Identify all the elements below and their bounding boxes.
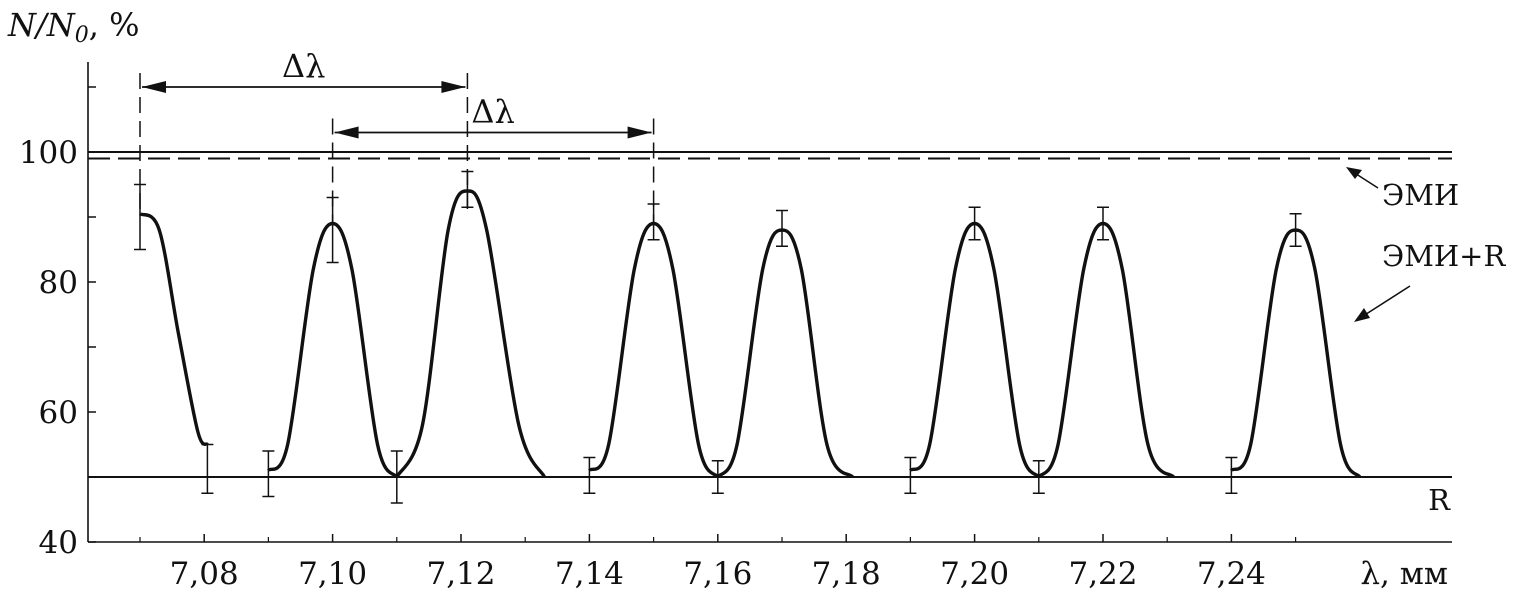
error-bar-5 [390,450,403,504]
y-tick-label: 80 [39,265,78,301]
error-bar-16 [1289,213,1302,247]
error-bars [134,170,1302,504]
curve-peak-7 [1037,221,1175,479]
reference-label-r: R [1428,483,1451,517]
y-tick-label: 100 [19,135,78,171]
annotations: Δλ Δλ [139,47,655,224]
error-bar-9 [711,460,724,494]
error-bar-13 [1032,460,1045,494]
x-tick-label: 7,14 [555,556,624,592]
arrowhead-right [627,126,652,139]
delta-lambda-annotation-1: Δλ [139,47,469,211]
error-bar-3 [262,450,275,498]
y-tick-label: 60 [39,395,78,431]
error-bar-4 [326,196,339,264]
reference-lines [88,151,1452,478]
arrowhead-left [142,81,166,93]
x-tick-label: 7,18 [812,556,881,592]
y-tick-label: 40 [39,525,78,561]
curve-pointer-arrowhead [1354,308,1370,322]
error-bar-14 [1097,206,1109,241]
curve-peak-4 [588,221,720,479]
error-bar-15 [1225,456,1238,494]
arrowhead-right [441,81,466,93]
labels: N/N0, % λ, мм R ЭМИ ЭМИ+R [7,6,1506,592]
curve-pointer-line [1359,285,1411,319]
error-bar-2 [201,443,214,494]
curve-peak-3 [395,189,546,478]
x-tick-label: 7,10 [298,556,367,592]
x-tick-label: 7,24 [1197,556,1266,592]
delta-lambda-annotation-2: Δλ [331,93,655,224]
x-axis-label: λ, мм [1360,556,1448,592]
curve-peak-1 [138,212,209,446]
reference-label-emi: ЭМИ [1382,178,1459,212]
y-axis-label: N/N0, % [7,6,140,48]
x-tick-label: 7,22 [1068,556,1137,592]
curve-peak-6 [909,221,1041,479]
curve-peak-8 [1230,228,1362,479]
delta-lambda-label: Δλ [471,93,514,131]
delta-lambda-label: Δλ [282,47,325,85]
curves [138,189,1362,479]
error-bar-10 [776,209,788,247]
x-tick-label: 7,12 [426,556,495,592]
x-tick-label: 7,08 [170,556,239,592]
curve-label-emi-r: ЭМИ+R [1382,239,1506,273]
emi-pointer-arrowhead [1346,167,1362,179]
error-bar-12 [968,206,981,241]
axes: 40 60 80 100 7,08 7,10 7,12 7,14 7,16 7,18 7,20 7,2… [19,62,1452,592]
arrowhead-left [334,126,359,139]
error-bar-7 [583,456,596,494]
curve-peak-5 [716,228,854,479]
x-tick-label: 7,16 [683,556,752,592]
error-bar-11 [904,456,917,494]
x-tick-label: 7,20 [940,556,1009,592]
